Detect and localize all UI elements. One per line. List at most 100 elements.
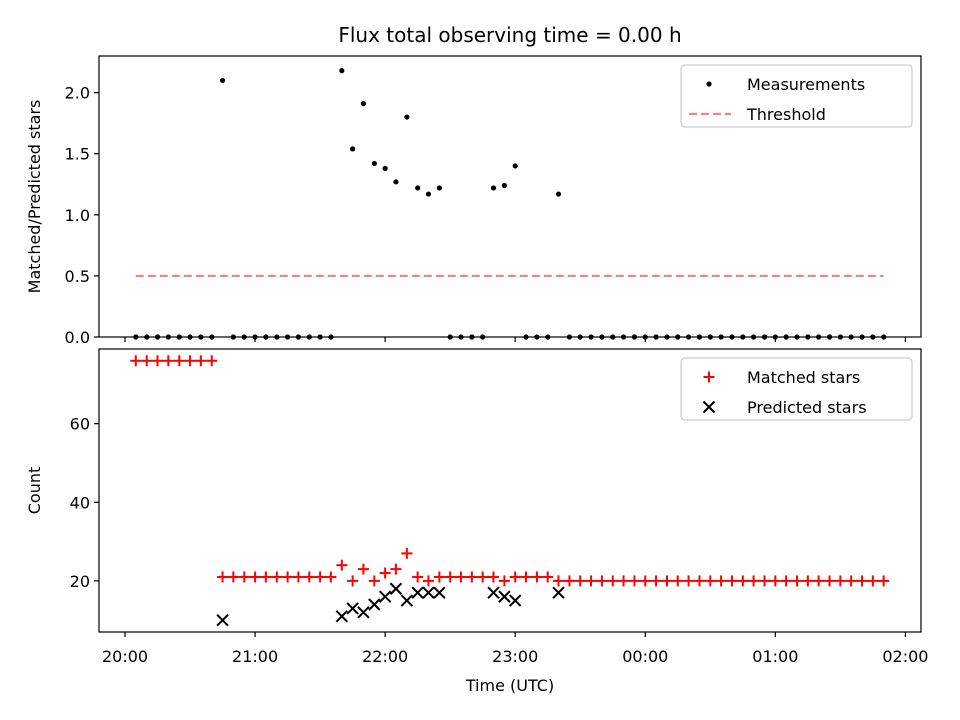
- data-point: [520, 571, 532, 583]
- data-point: [555, 191, 562, 197]
- data-point: [422, 586, 435, 599]
- legend: Measurements Threshold: [680, 64, 913, 128]
- data-point: [368, 575, 380, 587]
- data-point: [683, 575, 695, 587]
- data-point: [401, 547, 413, 559]
- series-measurements: [133, 68, 887, 340]
- data-point: [368, 598, 381, 611]
- data-point: [661, 575, 673, 587]
- data-point: [487, 586, 500, 599]
- data-point: [715, 575, 727, 587]
- data-point: [791, 575, 803, 587]
- data-point: [292, 571, 304, 583]
- data-point: [574, 575, 586, 587]
- data-point: [553, 575, 565, 587]
- data-point: [412, 571, 424, 583]
- data-point: [184, 355, 196, 367]
- data-point: [596, 575, 608, 587]
- y-tick-label: 0.0: [65, 328, 90, 347]
- data-point: [339, 68, 345, 74]
- data-point: [759, 575, 771, 587]
- y-axis-label: Matched/Predicted stars: [25, 100, 44, 294]
- data-point: [152, 355, 164, 367]
- x-tick-label: 02:00: [882, 647, 928, 666]
- data-point: [856, 575, 868, 587]
- x-tick-label: 20:00: [102, 647, 148, 666]
- data-point: [487, 571, 499, 583]
- data-point: [433, 586, 446, 599]
- data-point: [512, 163, 518, 169]
- data-point: [389, 582, 403, 595]
- series-matched-stars: [130, 355, 890, 587]
- legend-entry: Threshold: [689, 105, 826, 124]
- data-point: [542, 571, 554, 583]
- data-point: [260, 571, 272, 583]
- data-point: [845, 575, 857, 587]
- legend-entry: Measurements: [706, 75, 865, 94]
- legend-label: Predicted stars: [747, 398, 867, 417]
- data-point: [704, 575, 716, 587]
- data-point: [444, 571, 456, 583]
- data-point: [585, 575, 597, 587]
- series-predicted-stars: [216, 582, 565, 627]
- chart-title: Flux total observing time = 0.00 h: [338, 23, 681, 47]
- x-tick-label: 23:00: [492, 647, 538, 666]
- legend-label: Threshold: [746, 105, 826, 124]
- data-point: [227, 571, 239, 583]
- data-point: [501, 182, 508, 189]
- y-tick-label: 60: [70, 415, 90, 434]
- data-point: [436, 185, 442, 191]
- data-point: [508, 594, 522, 607]
- data-point: [314, 571, 326, 583]
- x-axis-label: Time (UTC): [465, 676, 554, 695]
- top-panel: 0.0 0.5 1.0 1.5 2.0 Matched/Predicted stars Me…: [25, 55, 922, 347]
- data-point: [415, 185, 421, 191]
- data-point: [477, 571, 489, 583]
- data-point: [216, 614, 229, 627]
- data-point: [563, 575, 575, 587]
- legend-label: Matched stars: [747, 368, 860, 387]
- y-tick-label: 2.0: [65, 84, 90, 103]
- bottom-panel: 20 40 60 20:00 21:00 22:00 23:00 00:00 01:00 02:0…: [25, 348, 928, 666]
- axes-frame: [98, 55, 922, 338]
- data-point: [878, 575, 890, 587]
- data-point: [303, 571, 315, 583]
- data-point: [238, 571, 250, 583]
- y-tick-label: 40: [70, 493, 90, 512]
- data-point: [694, 575, 706, 587]
- data-point: [455, 571, 467, 583]
- y-tick-label: 1.5: [65, 145, 90, 164]
- data-point: [425, 191, 432, 197]
- data-point: [650, 575, 662, 587]
- x-tick-label: 00:00: [622, 647, 668, 666]
- data-point: [141, 355, 153, 367]
- y-axis-label: Count: [25, 467, 44, 515]
- data-point: [282, 571, 294, 583]
- data-point: [130, 355, 142, 367]
- data-point: [219, 77, 226, 84]
- data-point: [509, 571, 521, 583]
- data-point: [404, 114, 410, 120]
- data-point: [607, 575, 619, 587]
- data-point: [335, 610, 349, 623]
- data-point: [271, 571, 283, 583]
- data-point: [162, 355, 174, 367]
- data-point: [249, 571, 261, 583]
- data-point: [346, 602, 359, 615]
- legend-entry: Matched stars: [703, 368, 860, 387]
- data-point: [195, 355, 207, 367]
- data-point: [357, 563, 369, 575]
- y-tick-label: 1.0: [65, 206, 90, 225]
- data-point: [639, 575, 651, 587]
- legend-entry: Predicted stars: [702, 398, 867, 417]
- data-point: [802, 575, 814, 587]
- axes-frame: [98, 348, 922, 633]
- data-point: [411, 586, 424, 599]
- data-point: [498, 590, 511, 603]
- data-point: [780, 575, 792, 587]
- data-point: [867, 575, 879, 587]
- data-point: [336, 559, 348, 571]
- data-point: [393, 179, 399, 185]
- data-point: [382, 165, 388, 171]
